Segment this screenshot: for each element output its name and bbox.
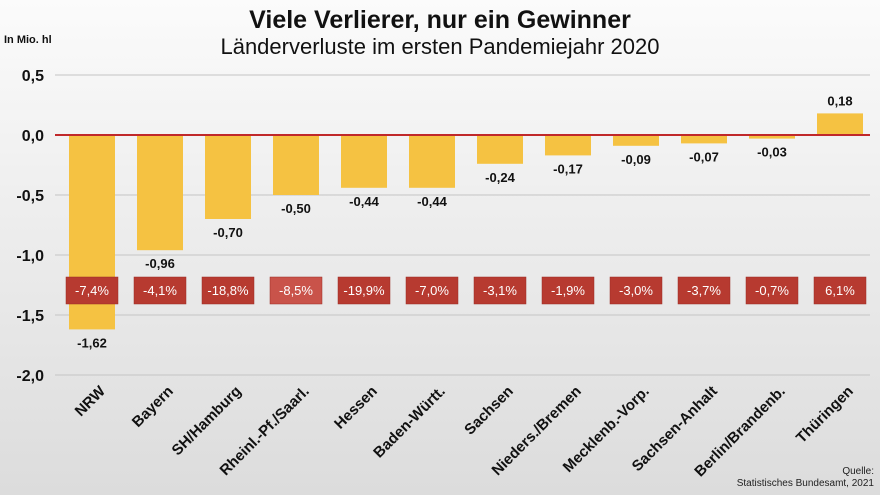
data-label: -0,17 [553,161,583,176]
percent-label: -8,5% [279,283,313,298]
source-note: Quelle: Statistisches Bundesamt, 2021 [737,466,874,490]
data-label: -0,44 [417,194,447,209]
source-label: Quelle: [842,466,874,477]
percent-label: -3,1% [483,283,517,298]
data-label: -0,09 [621,152,651,167]
bar [749,135,795,139]
data-label: -0,96 [145,256,175,271]
percent-badge [133,276,187,305]
data-label: 0,18 [827,93,852,108]
bar [409,135,455,188]
bar [477,135,523,164]
x-tick-label: Hessen [331,383,381,433]
data-label: -0,03 [757,145,787,160]
chart-subtitle: Länderverluste im ersten Pandemiejahr 20… [220,34,660,59]
y-tick-label: 0,0 [22,128,44,145]
percent-badge [269,276,323,305]
percent-badge [813,276,867,305]
bar [205,135,251,219]
percent-label: -3,7% [687,283,721,298]
percent-badge [405,276,459,305]
percent-label: 6,1% [825,283,855,298]
x-tick-label: Bayern [129,383,177,431]
x-tick-label: Baden-Württ. [370,383,449,462]
percent-badge [541,276,595,305]
data-label: -0,24 [485,170,515,185]
percent-label: -19,9% [343,283,385,298]
y-tick-label: 0,5 [22,68,44,85]
bar [681,135,727,144]
chart-title: Viele Verlierer, nur ein Gewinner [249,6,631,34]
percent-label: -0,7% [755,283,789,298]
percent-label: -1,9% [551,283,585,298]
x-tick-label: SH/Hamburg [169,383,245,459]
y-tick-label: -1,5 [16,308,44,325]
bar [341,135,387,188]
percent-label: -7,4% [75,283,109,298]
x-tick-label: NRW [72,382,110,420]
bar [273,135,319,195]
source-text: Statistisches Bundesamt, 2021 [736,478,874,489]
percent-badge [677,276,731,305]
y-tick-label: -1,0 [16,248,44,265]
bar [545,135,591,156]
percent-badge [65,276,119,305]
percent-badge [337,276,391,305]
bar [817,113,863,135]
y-tick-label: -0,5 [16,188,44,205]
percent-badge [201,276,255,305]
y-tick-label: -2,0 [16,368,44,385]
bar [613,135,659,146]
percent-label: -18,8% [207,283,249,298]
y-axis-label: In Mio. hl [4,34,52,46]
percent-label: -3,0% [619,283,653,298]
data-label: -1,62 [77,335,107,350]
percent-badge [609,276,663,305]
x-tick-label: Sachsen [461,383,517,439]
data-label: -0,70 [213,225,243,240]
percent-label: -7,0% [415,283,449,298]
bar [137,135,183,251]
data-label: -0,50 [281,201,311,216]
data-label: -0,07 [689,149,719,164]
percent-badge [473,276,527,305]
percent-label: -4,1% [143,283,177,298]
percent-badge [745,276,799,305]
x-tick-label: Thüringen [793,383,857,447]
data-label: -0,44 [349,194,379,209]
